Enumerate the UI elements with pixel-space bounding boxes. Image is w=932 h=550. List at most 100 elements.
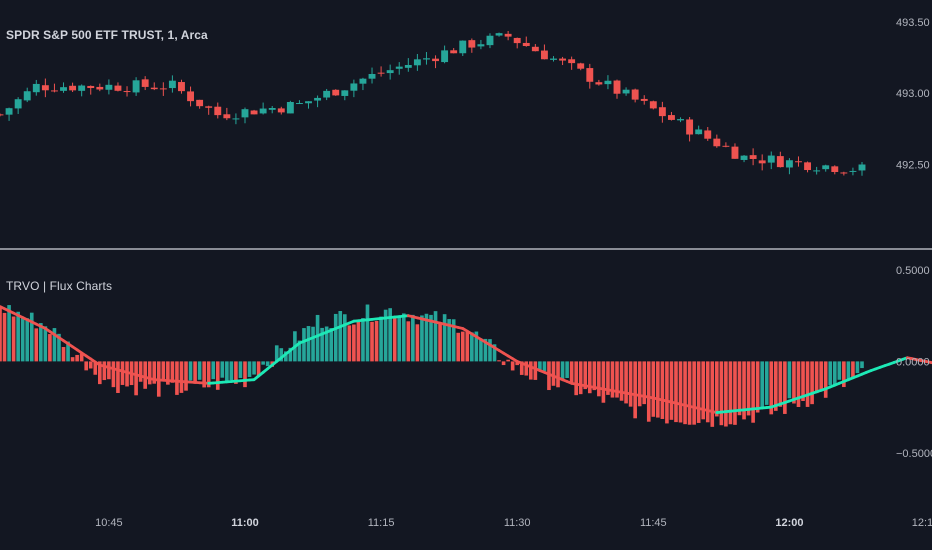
time-axis-label: 11:30 <box>504 517 531 529</box>
symbol-legend[interactable]: SPDR S&P 500 ETF TRUST, 1, Arca <box>6 28 208 42</box>
histogram-bar <box>628 361 633 407</box>
candle-body <box>32 83 40 93</box>
candle-body <box>704 130 712 139</box>
histogram-bar <box>370 321 374 362</box>
candle-body <box>713 138 721 147</box>
histogram-bar <box>660 361 665 419</box>
histogram-bar <box>297 340 302 362</box>
histogram-bar <box>538 361 542 371</box>
candle-body <box>695 129 703 135</box>
candle-body <box>668 115 675 120</box>
histogram-bar <box>34 328 39 362</box>
histogram-bar <box>93 361 98 375</box>
histogram-bar <box>225 361 229 382</box>
histogram-bar <box>238 361 243 378</box>
indicator-axis[interactable]: 0.5000 0.0000 −0.5000 <box>896 265 932 460</box>
candle-body <box>858 164 866 171</box>
histogram-bar <box>837 361 842 380</box>
histogram-bar <box>501 361 506 366</box>
histogram-bar <box>583 361 588 390</box>
price-axis[interactable]: 493.50 493.00 492.50 <box>896 17 930 171</box>
histogram-bar <box>828 361 833 386</box>
histogram-bar <box>551 361 556 386</box>
histogram-bar <box>97 361 102 385</box>
histogram-bar <box>796 361 801 407</box>
histogram-bar <box>678 361 683 423</box>
histogram-bar <box>102 361 107 381</box>
histogram-bar <box>497 360 501 362</box>
candle-body <box>531 46 539 52</box>
candle-body <box>196 99 204 107</box>
candle-body <box>649 101 657 109</box>
histogram-bar <box>279 348 284 362</box>
candle-body <box>758 160 766 164</box>
price-axis-label: 492.50 <box>896 159 930 171</box>
time-axis-label: 11:00 <box>231 517 259 529</box>
histogram-bar <box>392 318 397 362</box>
histogram-bar <box>16 311 20 362</box>
histogram-bar <box>265 361 270 367</box>
histogram-bar <box>11 316 16 362</box>
candle-body <box>60 87 67 91</box>
histogram-bar <box>578 361 583 395</box>
candle-body <box>368 74 376 79</box>
time-axis-label: 12:00 <box>775 517 803 529</box>
histogram-bar <box>70 357 75 362</box>
histogram-bar <box>646 361 651 422</box>
histogram-bar <box>597 361 601 397</box>
candle-body <box>658 107 666 117</box>
histogram-bar <box>7 305 11 362</box>
histogram-bar <box>542 361 547 372</box>
histogram-bar <box>2 312 7 362</box>
candle-body <box>731 146 739 159</box>
candle-body <box>223 114 231 119</box>
signal-line-segment <box>928 360 932 365</box>
histogram-bar <box>0 307 2 362</box>
histogram-bar <box>379 316 383 362</box>
histogram-bar <box>202 361 206 388</box>
histogram-bar <box>488 339 492 362</box>
candle-body <box>187 91 194 102</box>
histogram-bar <box>460 331 465 362</box>
histogram-bar <box>166 361 170 385</box>
histogram-bar <box>692 361 696 425</box>
histogram-bar <box>728 361 733 425</box>
candle-body <box>286 101 294 114</box>
histogram-bar <box>111 361 116 388</box>
histogram-bar <box>633 361 637 419</box>
candle-body <box>14 99 22 109</box>
candle-body <box>259 108 267 114</box>
candle-body <box>69 85 77 91</box>
histogram-bar <box>637 361 642 407</box>
candle-body <box>50 90 58 92</box>
histogram-bar <box>442 314 447 362</box>
time-axis[interactable]: 10:4511:0011:1511:3011:4512:0012:1512:30… <box>95 517 932 529</box>
histogram-bar <box>565 361 569 379</box>
candle-body <box>395 66 403 69</box>
histogram-bar <box>61 347 66 362</box>
indicator-legend[interactable]: TRVO | Flux Charts <box>6 279 113 293</box>
histogram-bar <box>48 334 52 362</box>
histogram-bar <box>374 320 379 362</box>
histogram-bar <box>220 361 225 378</box>
candle-body <box>341 90 349 96</box>
histogram-bar <box>234 361 238 384</box>
histogram-bar <box>88 361 93 369</box>
histogram-bar <box>429 314 433 362</box>
candle-body <box>785 160 793 168</box>
candle-body <box>776 156 784 168</box>
histogram-bar <box>674 361 678 423</box>
candle-body <box>241 109 249 118</box>
candle-body <box>423 58 430 60</box>
histogram-bar <box>229 361 234 381</box>
indicator-line <box>0 305 932 414</box>
candle-body <box>323 90 331 98</box>
candle-body <box>123 91 131 93</box>
candle-body <box>105 84 113 90</box>
histogram-bar <box>406 321 411 362</box>
candle-body <box>96 86 104 90</box>
histogram-bar <box>175 361 179 395</box>
candle-body <box>441 50 449 63</box>
histogram-bar <box>519 361 524 375</box>
